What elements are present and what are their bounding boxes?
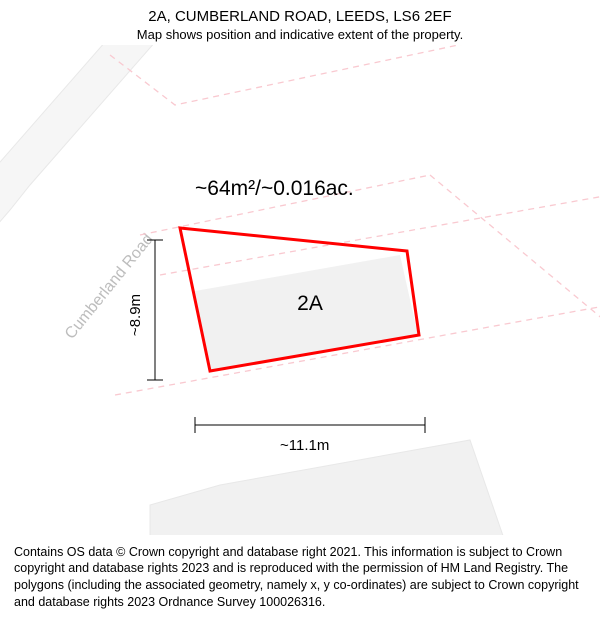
map-card: 2A, CUMBERLAND ROAD, LEEDS, LS6 2EF Map …	[0, 0, 600, 625]
map-svg: Cumberland Road2A~64m²/~0.016ac.~8.9m~11…	[0, 45, 600, 535]
map-area: Cumberland Road2A~64m²/~0.016ac.~8.9m~11…	[0, 45, 600, 535]
header: 2A, CUMBERLAND ROAD, LEEDS, LS6 2EF Map …	[0, 0, 600, 42]
dimension-height-label: ~8.9m	[127, 294, 144, 336]
area-label: ~64m²/~0.016ac.	[195, 177, 354, 200]
subtitle: Map shows position and indicative extent…	[0, 27, 600, 42]
title: 2A, CUMBERLAND ROAD, LEEDS, LS6 2EF	[0, 8, 600, 25]
dimension-width-label: ~11.1m	[280, 437, 329, 454]
footer-attribution: Contains OS data © Crown copyright and d…	[0, 536, 600, 625]
property-label: 2A	[297, 292, 323, 315]
